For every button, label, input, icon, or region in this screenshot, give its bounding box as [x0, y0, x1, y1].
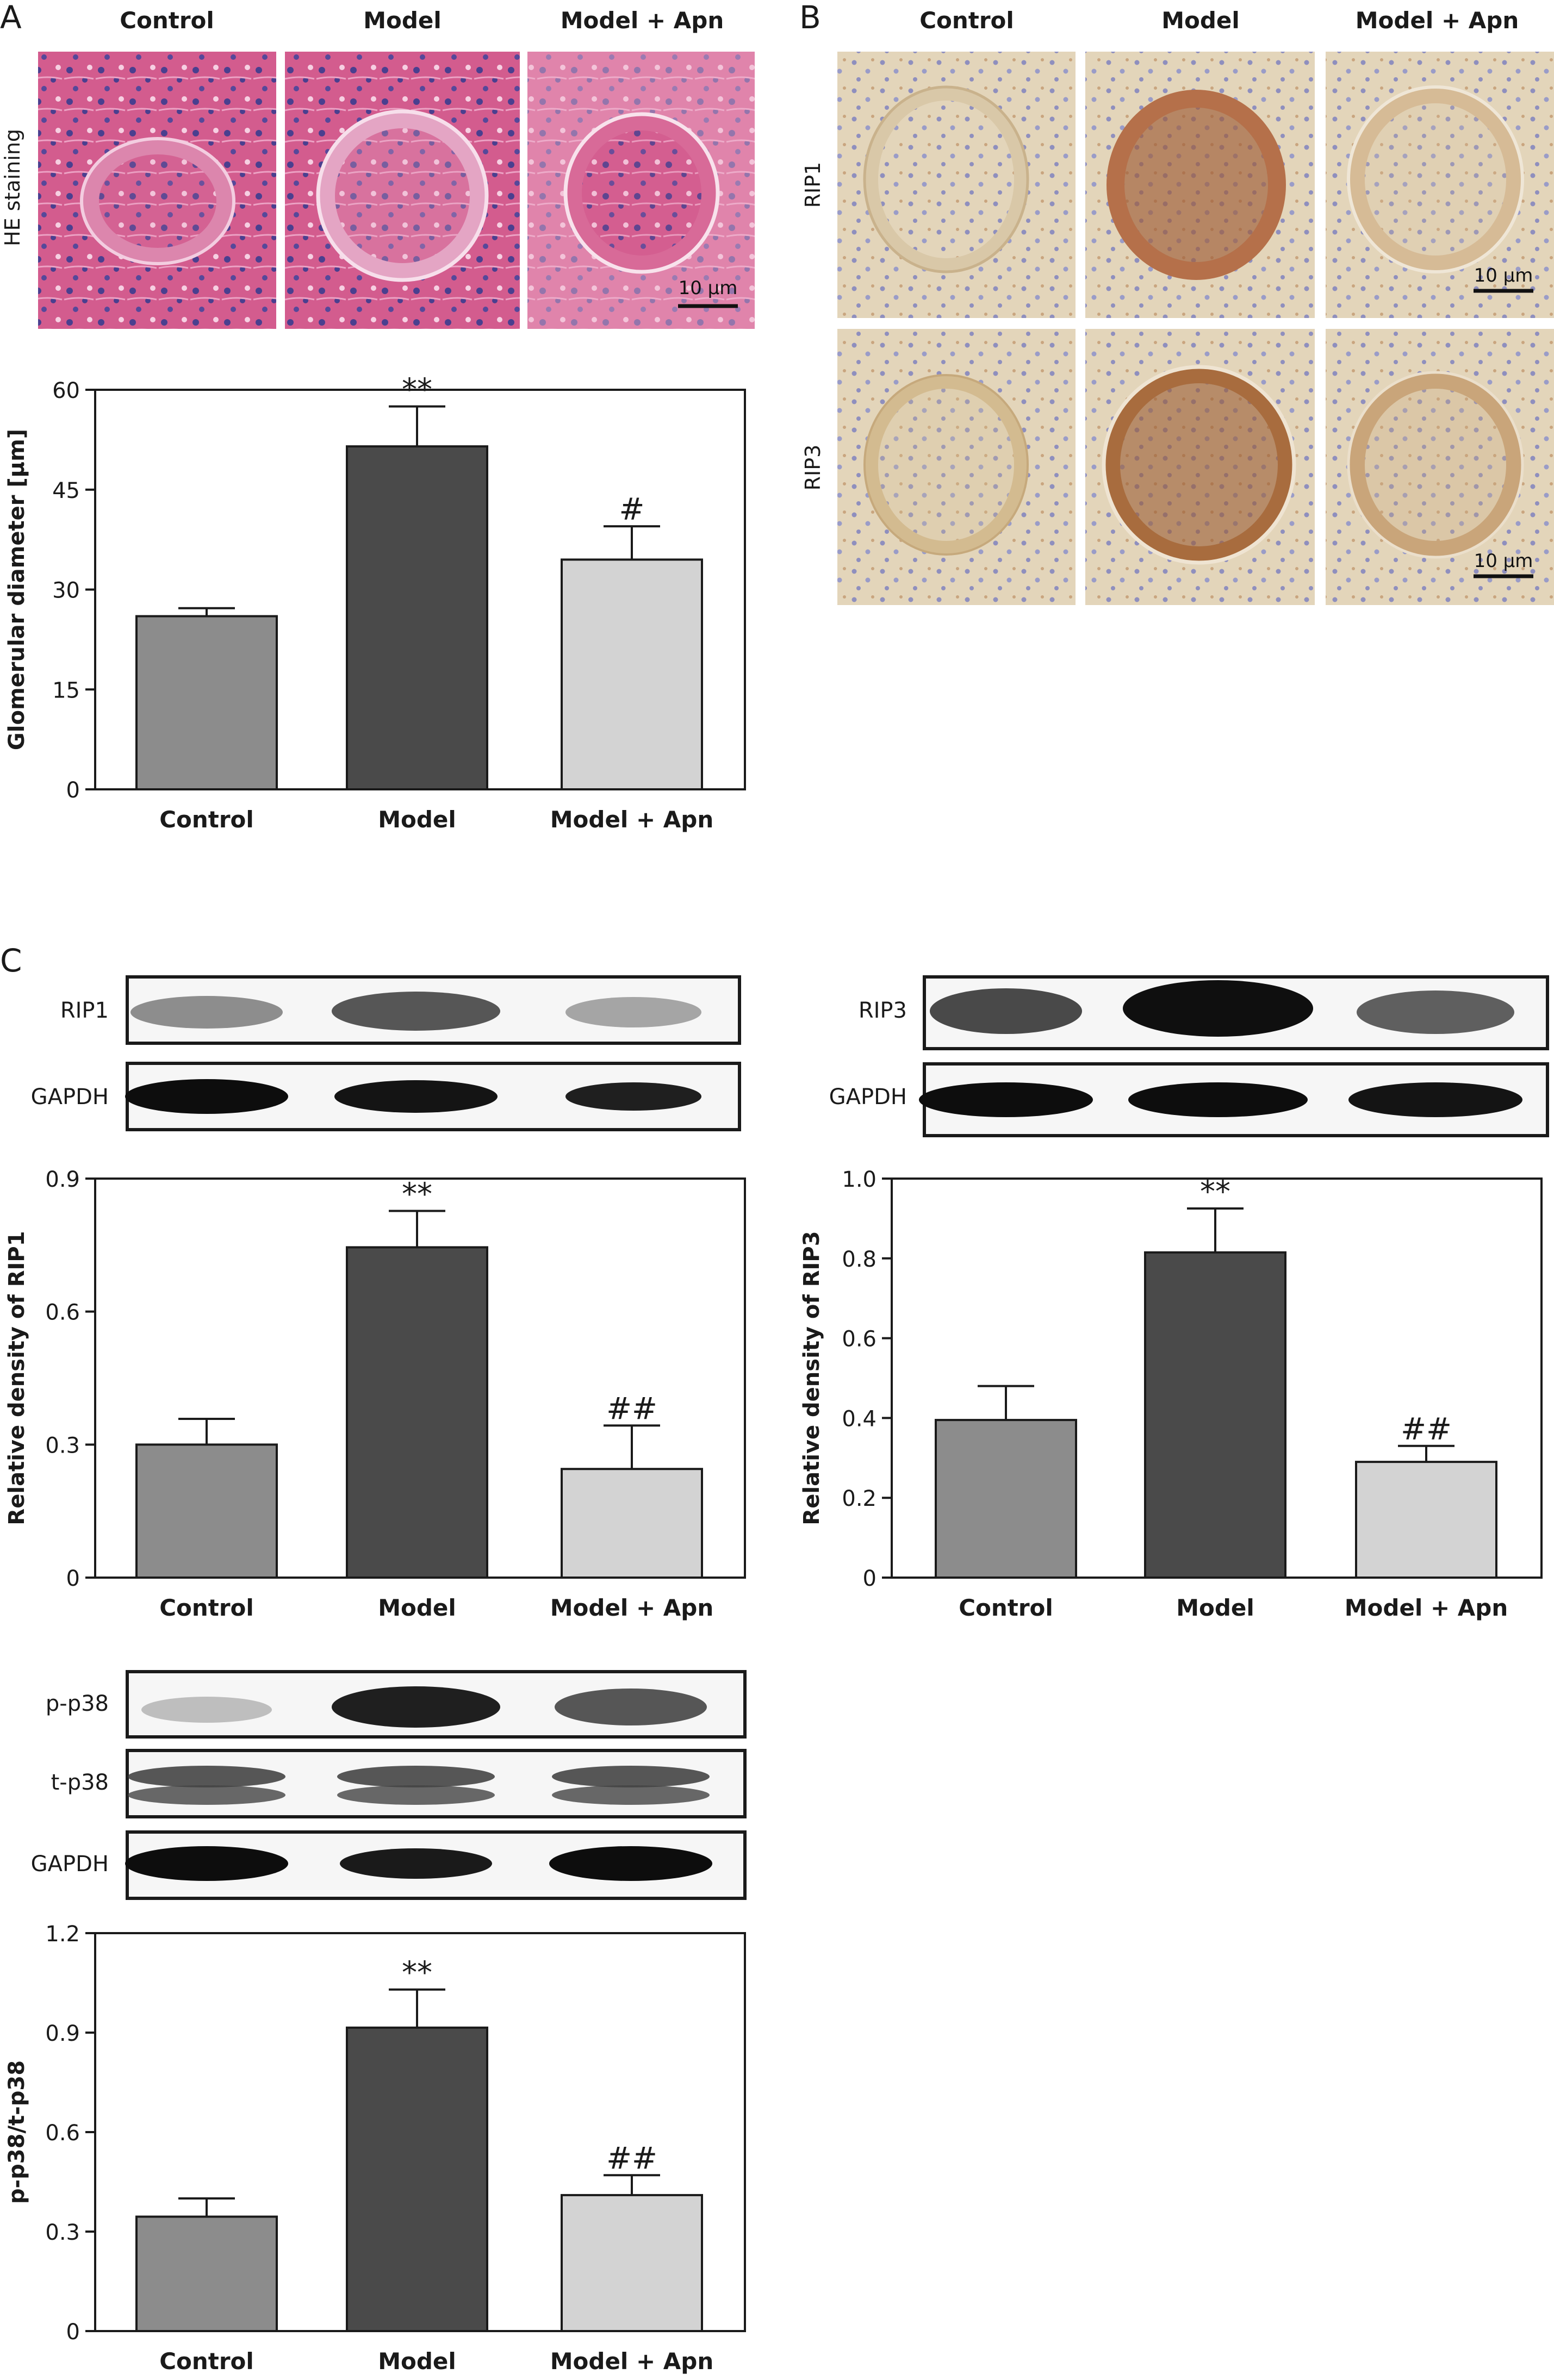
- bar-model: [346, 2026, 488, 2333]
- bar-control: [135, 1443, 278, 1579]
- y-tick-label: 0.9: [45, 2021, 80, 2046]
- y-tick-label: 0: [66, 778, 80, 803]
- blot-rip3: [919, 975, 1549, 1137]
- y-tick-label: 0.3: [45, 2220, 80, 2245]
- bar-model: [346, 1246, 488, 1579]
- x-tick-label-control: Control: [159, 2348, 254, 2375]
- y-tick-label: 0.6: [45, 2121, 80, 2146]
- y-tick-label: 60: [52, 378, 80, 403]
- bar-model-apn: [561, 558, 703, 790]
- micrograph-col-label-model: Model: [363, 7, 442, 34]
- micrograph-row-label-he: HE staining: [1, 129, 24, 246]
- y-tick-label: 45: [52, 478, 80, 503]
- y-tick-label: 0.3: [45, 1433, 80, 1458]
- blot-label-gapdh-rip3: GAPDH: [829, 1085, 907, 1110]
- ihc-micrograph-rip3-control: [837, 329, 1076, 605]
- bar-model-apn: [561, 2194, 703, 2332]
- x-tick-label-model-apn: Model + Apn: [1345, 1594, 1508, 1621]
- blot-rip1: [125, 975, 741, 1131]
- micrograph-col-label-model-apn: Model + Apn: [561, 7, 724, 34]
- ihc-col-label-model: Model: [1161, 7, 1240, 34]
- panel-letter-b: B: [799, 0, 821, 36]
- significance-mark-model: **: [1200, 1174, 1230, 1210]
- x-tick-label-model-apn: Model + Apn: [550, 806, 714, 833]
- panel-letter-a: A: [0, 0, 22, 36]
- y-tick-label: 1.2: [45, 1922, 80, 1947]
- ihc-row-label-rip3: RIP3: [801, 445, 825, 491]
- significance-mark-model: **: [402, 372, 432, 408]
- panel-letter-c: C: [0, 942, 22, 979]
- scale-bar-label-b-rip1: 10 μm: [1474, 265, 1533, 286]
- y-tick-label: 15: [52, 678, 80, 703]
- blot-label-gapdh-p38: GAPDH: [31, 1852, 109, 1877]
- x-tick-label-model: Model: [378, 1594, 456, 1621]
- bar-model: [346, 445, 488, 790]
- x-tick-label-control: Control: [159, 1594, 254, 1621]
- ihc-micrograph-rip3-model: [1085, 329, 1315, 605]
- significance-mark-model-apn: ##: [606, 2141, 657, 2176]
- ihc-micrograph-rip1-model: [1085, 52, 1315, 318]
- y-tick-label: 1.0: [842, 1167, 877, 1192]
- x-tick-label-model-apn: Model + Apn: [550, 2348, 714, 2375]
- ihc-micrograph-rip1-control: [837, 52, 1076, 318]
- blot-label-rip3: RIP3: [859, 998, 907, 1023]
- x-tick-label-model-apn: Model + Apn: [550, 1594, 714, 1621]
- ihc-col-label-model-apn: Model + Apn: [1356, 7, 1519, 34]
- he-micrograph-model: [285, 52, 520, 329]
- y-axis-label: Glomerular diameter [μm]: [4, 429, 29, 750]
- y-tick-label: 30: [52, 578, 80, 603]
- y-tick-label: 0: [66, 2320, 80, 2345]
- y-axis-label: Relative density of RIP3: [799, 1231, 824, 1525]
- y-tick-label: 0.4: [842, 1406, 877, 1431]
- ihc-micrograph-rip1-model-apn: [1326, 52, 1554, 318]
- y-tick-label: 0.6: [842, 1327, 877, 1352]
- bar-control: [135, 2215, 278, 2333]
- x-tick-label-control: Control: [959, 1594, 1053, 1621]
- he-micrograph-model-apn: [527, 52, 755, 329]
- bar-model-apn: [561, 1468, 703, 1579]
- significance-mark-model: **: [402, 1955, 432, 1991]
- scale-bar-label-a: 10 μm: [679, 277, 738, 299]
- significance-mark-model: **: [402, 1177, 432, 1212]
- x-tick-label-control: Control: [159, 806, 254, 833]
- significance-mark-model-apn: ##: [1401, 1412, 1452, 1447]
- x-tick-label-model: Model: [1176, 1594, 1254, 1621]
- y-tick-label: 0.8: [842, 1247, 877, 1272]
- y-tick-label: 0.2: [842, 1486, 877, 1511]
- y-tick-label: 0: [66, 1566, 80, 1591]
- micrograph-col-label-control: Control: [120, 7, 214, 34]
- chart-glomerular: 0 15 30 45 60 Glomerular diameter [μm] Control…: [4, 372, 746, 833]
- y-axis-label: Relative density of RIP1: [4, 1231, 29, 1525]
- y-axis-label: p-p38/t-p38: [4, 2060, 29, 2204]
- bar-control: [935, 1419, 1077, 1579]
- x-tick-label-model: Model: [378, 806, 456, 833]
- scale-bar-label-b-rip3: 10 μm: [1474, 550, 1533, 572]
- ihc-col-label-control: Control: [919, 7, 1014, 34]
- chart-p38: 0 0.3 0.6 0.9 1.2 p-p38/t-p38 Control ** Model ##…: [4, 1922, 746, 2375]
- bar-model: [1144, 1251, 1286, 1579]
- bar-model-apn: [1355, 1461, 1497, 1579]
- blot-label-gapdh-rip1: GAPDH: [31, 1085, 109, 1110]
- x-tick-label-model: Model: [378, 2348, 456, 2375]
- he-micrograph-control: [38, 52, 276, 329]
- significance-mark-model-apn: #: [619, 492, 645, 527]
- bar-control: [135, 615, 278, 790]
- y-tick-label: 0: [863, 1566, 877, 1591]
- blot-label-t-p38: t-p38: [51, 1770, 109, 1795]
- blot-label-p-p38: p-p38: [46, 1691, 109, 1716]
- chart-rip1: 0 0.3 0.6 0.9 Relative density of RIP1 Contro…: [4, 1167, 746, 1621]
- chart-rip3: 0 0.2 0.4 0.6 0.8 1.0 Relative density of RIP3…: [799, 1167, 1543, 1621]
- ihc-micrograph-rip3-model-apn: [1326, 329, 1554, 605]
- blot-p38: [125, 1670, 747, 1900]
- blot-label-rip1: RIP1: [60, 998, 109, 1023]
- y-tick-label: 0.9: [45, 1167, 80, 1192]
- significance-mark-model-apn: ##: [606, 1391, 657, 1426]
- ihc-row-label-rip1: RIP1: [801, 162, 825, 208]
- y-tick-label: 0.6: [45, 1300, 80, 1325]
